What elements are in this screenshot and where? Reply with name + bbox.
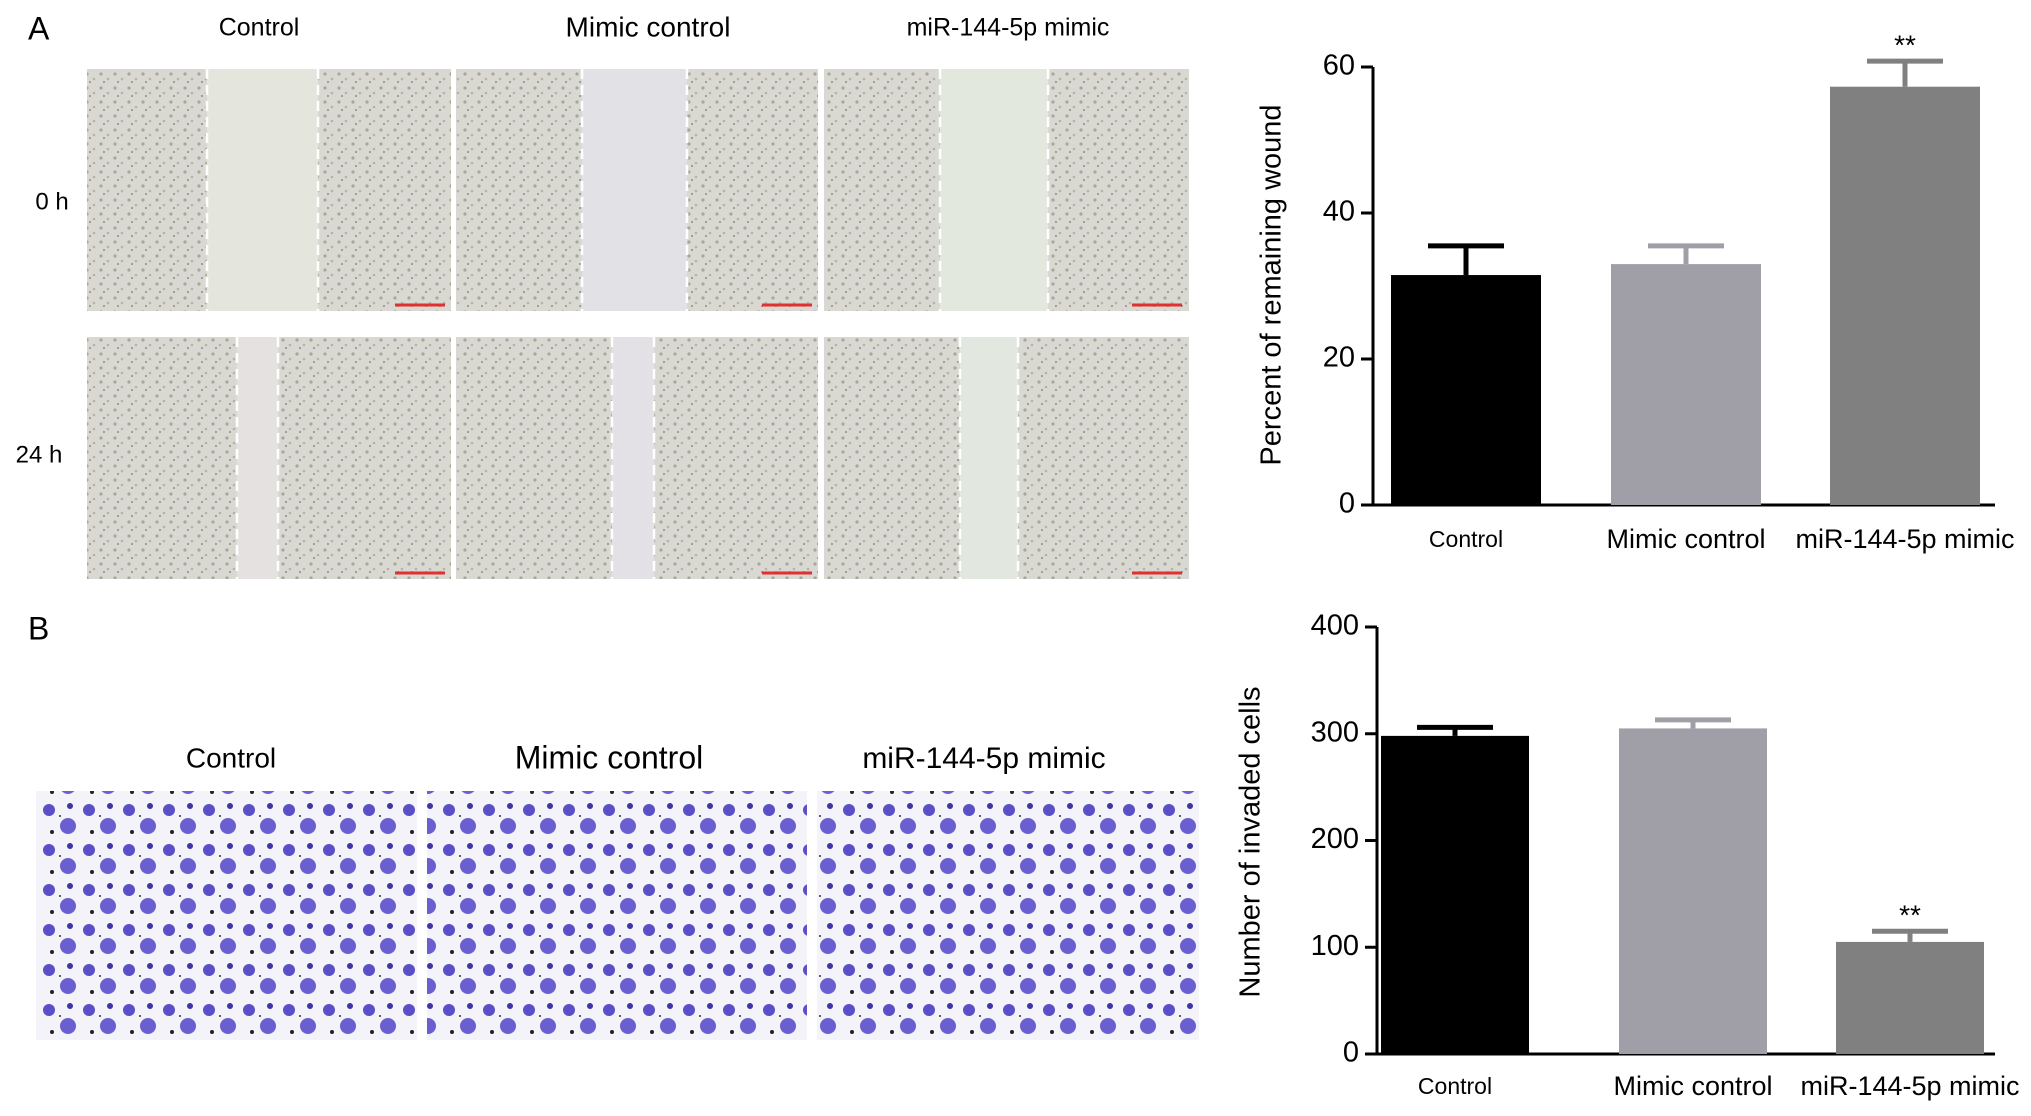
x-tick-label: miR-144-5p mimic <box>1800 1071 2019 1101</box>
bar <box>1381 735 1529 1054</box>
column-label: Mimic control <box>515 739 703 775</box>
wound <box>207 69 318 311</box>
y-tick-label: 60 <box>1323 50 1355 82</box>
photo <box>817 791 1199 1040</box>
y-tick-label: 300 <box>1311 716 1359 748</box>
y-tick-label: 40 <box>1323 196 1355 228</box>
invasion-photos <box>36 791 1199 1040</box>
column-label: miR-144-5p mimic <box>862 742 1105 775</box>
panel-label: B <box>28 610 49 646</box>
bar <box>1830 86 1980 506</box>
y-axis-title: Percent of remaining wound <box>1256 104 1288 465</box>
wound-photos <box>87 69 1189 579</box>
bar <box>1611 264 1761 505</box>
photo <box>427 791 807 1040</box>
y-tick-label: 200 <box>1311 823 1359 855</box>
wound <box>940 69 1048 311</box>
y-tick-label: 400 <box>1311 610 1359 642</box>
significance: ** <box>1894 30 1916 61</box>
row-label: 0 h <box>35 188 68 215</box>
column-label: Control <box>186 742 276 773</box>
bar <box>1619 728 1767 1054</box>
wound <box>582 69 687 311</box>
x-tick-label: Mimic control <box>1613 1071 1772 1101</box>
x-tick-label: Mimic control <box>1606 524 1765 554</box>
x-tick-label: Control <box>1429 526 1503 552</box>
column-label: miR-144-5p mimic <box>907 14 1110 42</box>
significance: ** <box>1899 900 1921 931</box>
column-label: Mimic control <box>566 11 731 42</box>
scale-bars <box>395 303 1182 575</box>
wound-edges <box>205 69 1050 579</box>
y-tick-label: 20 <box>1323 342 1355 374</box>
y-tick-label: 100 <box>1311 930 1359 962</box>
wound <box>237 337 278 579</box>
bar <box>1836 941 1984 1054</box>
panel-label: A <box>28 10 50 46</box>
y-axis-title: Number of invaded cells <box>1235 686 1267 997</box>
wound <box>960 337 1018 579</box>
wound <box>612 337 654 579</box>
y-tick-label: 0 <box>1339 488 1355 520</box>
row-label: 24 h <box>16 441 63 468</box>
column-label: Control <box>219 14 300 42</box>
photo <box>36 791 417 1040</box>
x-tick-label: Control <box>1418 1073 1492 1099</box>
y-tick-label: 0 <box>1343 1037 1359 1069</box>
x-tick-label: miR-144-5p mimic <box>1795 524 2014 554</box>
bar <box>1391 275 1541 505</box>
